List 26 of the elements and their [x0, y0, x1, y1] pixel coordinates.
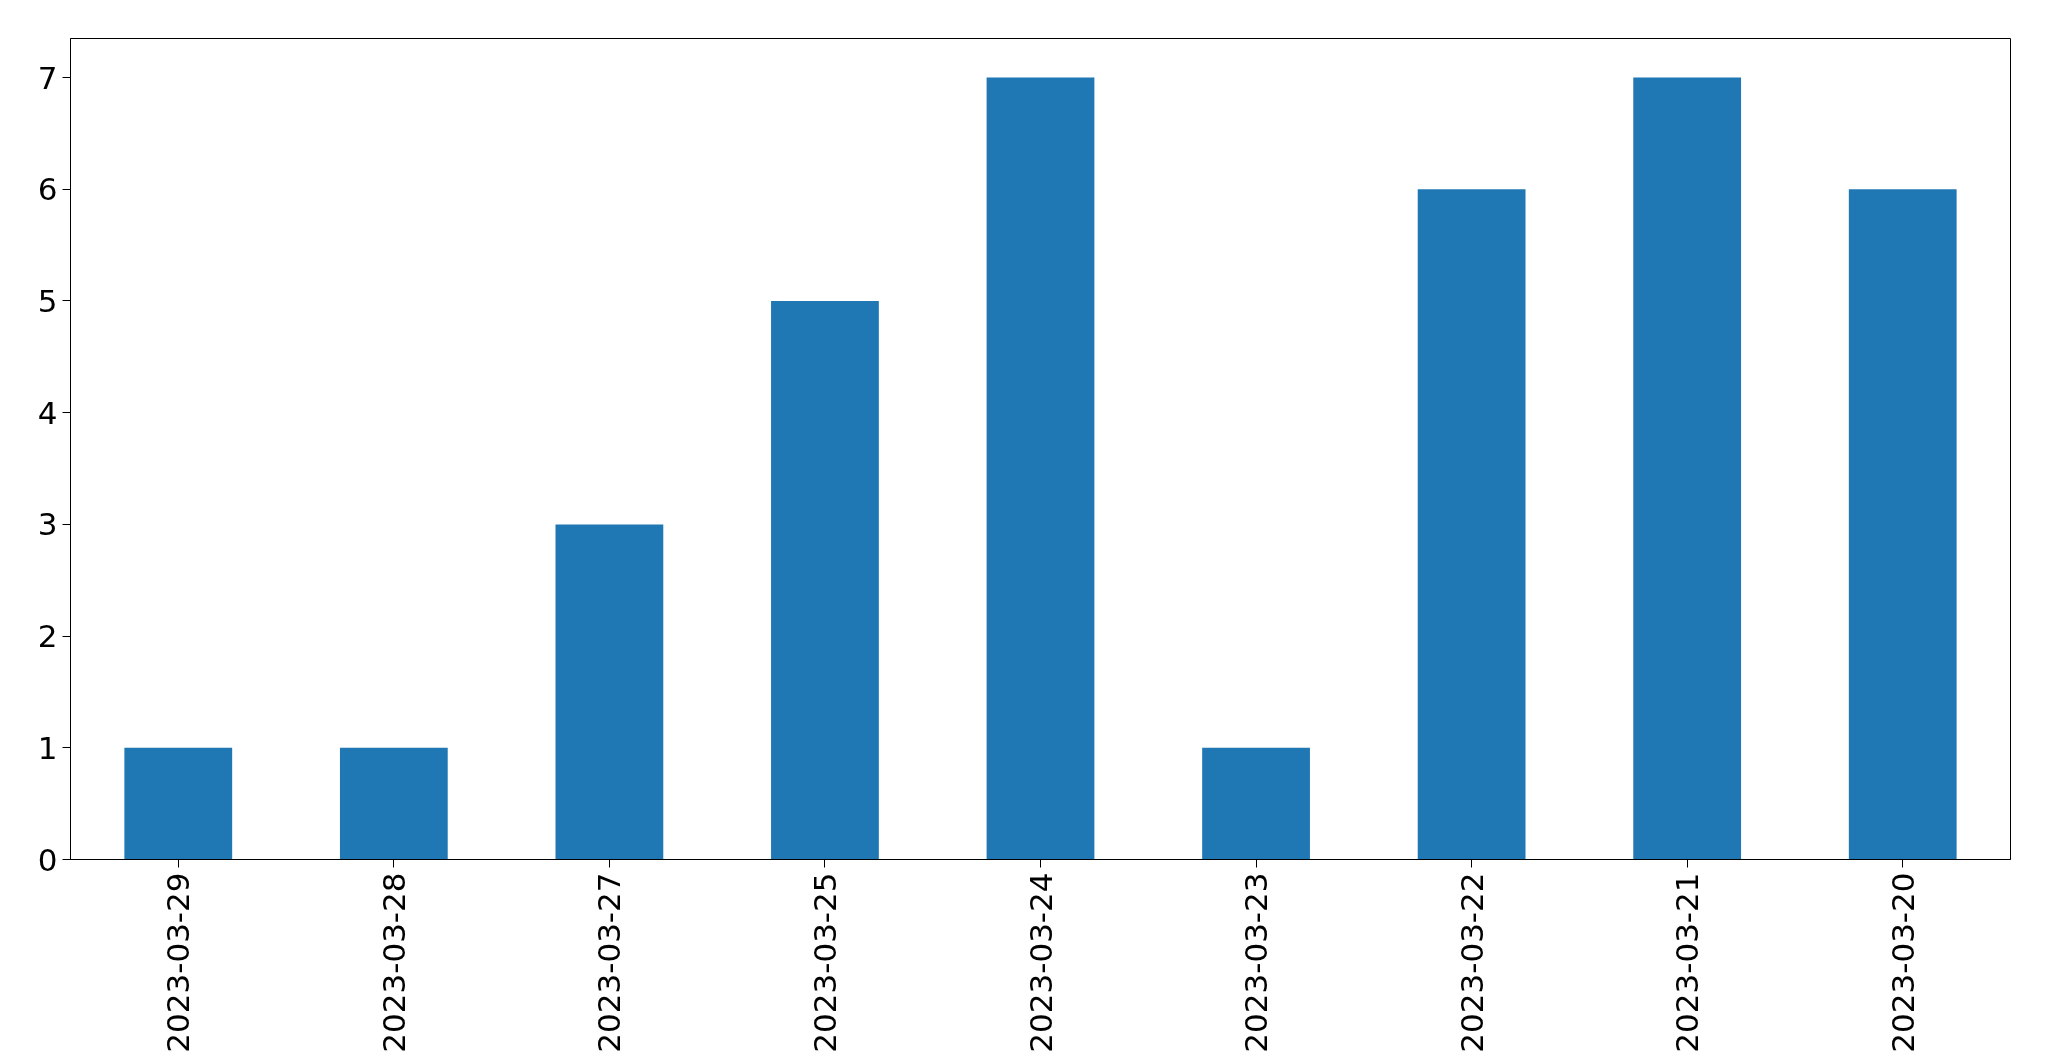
x-tick-label: 2023-03-28: [375, 872, 412, 1053]
bar: [555, 524, 664, 860]
x-tick-label: 2023-03-27: [591, 872, 628, 1053]
y-tick-label: 5: [37, 283, 58, 319]
x-tick-label: 2023-03-29: [160, 872, 197, 1053]
bar: [771, 301, 879, 860]
x-tick-label: 2023-03-23: [1238, 872, 1275, 1053]
x-tick-label: 2023-03-21: [1669, 872, 1706, 1053]
bar: [1202, 747, 1310, 860]
x-tick-label: 2023-03-20: [1884, 872, 1921, 1053]
bar: [1848, 189, 1957, 860]
y-tick-label: 7: [37, 59, 58, 96]
y-tick-label: 3: [37, 506, 58, 543]
bar: [124, 747, 233, 860]
bar: [1417, 189, 1526, 860]
bar: [986, 77, 1095, 860]
y-tick-label: 0: [37, 841, 58, 878]
x-tick-label: 2023-03-22: [1453, 872, 1490, 1053]
y-tick-label: 2: [37, 618, 58, 655]
y-tick-label: 6: [37, 171, 58, 208]
bar: [339, 747, 448, 860]
y-tick-label: 1: [37, 729, 58, 766]
x-tick-label: 2023-03-25: [806, 872, 843, 1053]
x-tick-label: 2023-03-24: [1022, 872, 1059, 1053]
y-tick-label: 4: [37, 394, 58, 431]
bar: [1633, 77, 1742, 860]
